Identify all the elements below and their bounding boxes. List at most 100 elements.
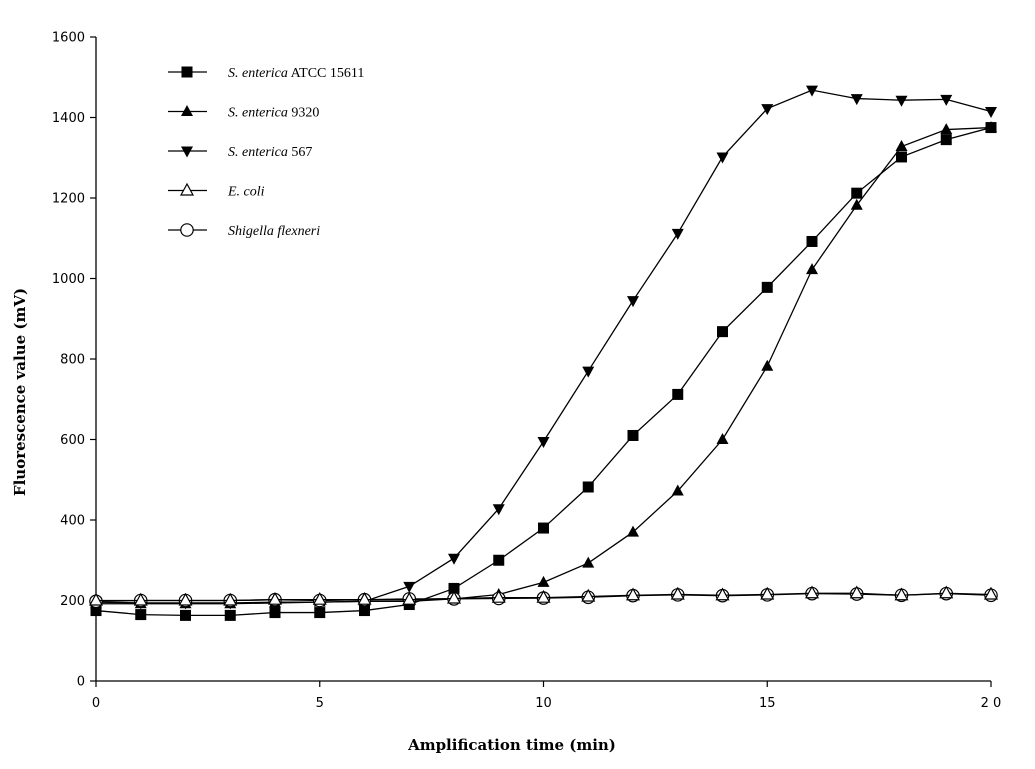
- data-point: [983, 586, 999, 600]
- legend-label-italic: E. coli: [227, 185, 265, 200]
- data-point: [312, 591, 327, 605]
- legend-label: Shigella flexneri: [228, 224, 320, 239]
- data-point: [135, 609, 147, 621]
- data-point: [538, 522, 549, 534]
- x-tick-label: 2 0: [981, 696, 1002, 711]
- data-point: [627, 525, 639, 537]
- data-point: [761, 359, 774, 371]
- data-point: [985, 121, 997, 133]
- data-point: [761, 281, 773, 293]
- data-point: [492, 504, 505, 516]
- data-point: [940, 134, 952, 146]
- data-point: [985, 106, 997, 118]
- legend-label-rest: 9320: [288, 106, 320, 121]
- data-point: [90, 605, 102, 617]
- legend-label-italic: S. enterica: [228, 66, 288, 81]
- data-point: [582, 556, 595, 568]
- data-point: [940, 123, 953, 135]
- legend-item: E. coli: [168, 182, 265, 200]
- data-point: [627, 429, 639, 441]
- y-tick-label: 200: [60, 594, 85, 609]
- data-point: [88, 592, 104, 606]
- data-point: [804, 585, 820, 599]
- data-point: [267, 591, 283, 605]
- data-point: [133, 592, 148, 606]
- legend-label-rest: 567: [288, 145, 313, 160]
- legend-label: S. enterica 9320: [228, 106, 319, 121]
- y-ticks: 0 200 400 600 800 1000 1200 1400 1600: [52, 31, 96, 690]
- legend-label: S. enterica ATCC 15611: [228, 66, 364, 81]
- data-point: [491, 589, 506, 603]
- x-tick-label: 15: [759, 696, 776, 711]
- data-point: [448, 553, 460, 565]
- y-tick-label: 400: [60, 514, 85, 529]
- data-point: [178, 592, 193, 606]
- data-point: [806, 263, 818, 275]
- x-tick-label: 0: [92, 696, 100, 711]
- y-tick-label: 1400: [52, 111, 85, 126]
- legend-label-italic: S. enterica: [228, 106, 288, 121]
- data-point: [716, 152, 729, 164]
- data-point: [716, 433, 729, 444]
- data-point: [671, 228, 684, 240]
- legend-label: E. coli: [227, 185, 265, 200]
- data-point: [582, 366, 595, 378]
- data-point: [894, 587, 909, 601]
- legend-marker: [179, 182, 195, 196]
- legend-marker: [181, 105, 193, 116]
- data-point: [850, 94, 863, 106]
- data-point: [806, 235, 818, 247]
- legend-label-italic: S. enterica: [228, 145, 288, 160]
- legend-label: S. enterica 567: [228, 145, 312, 160]
- data-point: [715, 587, 730, 601]
- data-point: [627, 296, 639, 308]
- legend-item: S. enterica 567: [168, 145, 312, 160]
- data-point: [671, 484, 684, 496]
- x-ticks: 0 5 10 15 2 0: [92, 681, 1001, 711]
- data-point: [895, 139, 908, 151]
- legend-marker: [181, 66, 193, 78]
- data-point: [581, 588, 596, 602]
- data-point: [849, 585, 864, 599]
- data-point: [672, 388, 684, 400]
- legend-item: S. enterica 9320: [168, 105, 319, 121]
- data-point: [896, 151, 907, 163]
- y-axis-title: Fluorescence value (mV): [11, 288, 29, 496]
- y-tick-label: 1600: [52, 31, 85, 46]
- data-point: [357, 591, 372, 605]
- series-1: [90, 122, 997, 621]
- data-point: [851, 187, 863, 199]
- data-point: [446, 590, 462, 604]
- legend-marker: [180, 223, 194, 237]
- data-point: [625, 587, 641, 601]
- data-point: [314, 607, 326, 619]
- series-4: [88, 585, 999, 606]
- legend-label-italic: Shigella flexneri: [228, 224, 320, 239]
- series-layer: [88, 85, 999, 621]
- data-point: [537, 437, 550, 449]
- data-point: [582, 481, 594, 493]
- x-axis-title: Amplification time (min): [407, 736, 616, 754]
- y-tick-label: 0: [77, 675, 85, 690]
- data-point: [537, 575, 550, 587]
- legend-item: Shigella flexneri: [168, 223, 320, 239]
- data-point: [359, 605, 370, 617]
- data-point: [940, 94, 953, 106]
- data-point: [850, 198, 863, 210]
- y-tick-label: 600: [60, 433, 85, 448]
- y-tick-label: 1200: [52, 192, 85, 207]
- legend-marker: [181, 146, 193, 158]
- data-point: [448, 582, 460, 594]
- data-point: [180, 609, 191, 621]
- data-point: [536, 589, 551, 603]
- data-point: [493, 554, 505, 566]
- y-tick-label: 800: [60, 353, 85, 368]
- x-tick-label: 10: [535, 696, 552, 711]
- data-point: [761, 104, 774, 116]
- data-point: [760, 586, 775, 600]
- data-point: [670, 586, 685, 600]
- data-point: [806, 85, 818, 97]
- legend-label-rest: ATCC 15611: [288, 66, 365, 81]
